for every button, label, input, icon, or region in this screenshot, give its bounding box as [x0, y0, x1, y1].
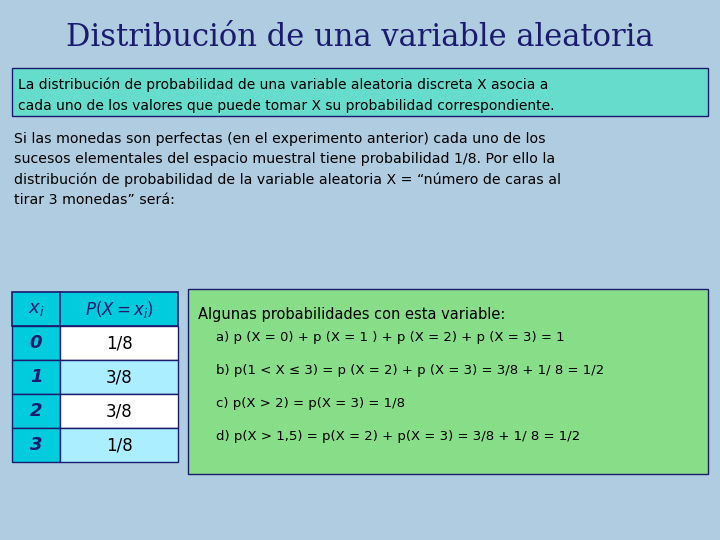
Text: a) p (X = 0) + p (X = 1 ) + p (X = 2) + p (X = 3) = 1: a) p (X = 0) + p (X = 1 ) + p (X = 2) + …	[216, 331, 564, 344]
Text: 1: 1	[30, 368, 42, 386]
Text: 1/8: 1/8	[106, 436, 132, 454]
Text: Distribución de una variable aleatoria: Distribución de una variable aleatoria	[66, 23, 654, 53]
Text: c) p(X > 2) = p(X = 3) = 1/8: c) p(X > 2) = p(X = 3) = 1/8	[216, 397, 405, 410]
FancyBboxPatch shape	[60, 326, 178, 360]
Text: $x_i$: $x_i$	[27, 300, 45, 318]
Text: Algunas probabilidades con esta variable:: Algunas probabilidades con esta variable…	[198, 307, 505, 322]
FancyBboxPatch shape	[12, 360, 60, 394]
Text: d) p(X > 1,5) = p(X = 2) + p(X = 3) = 3/8 + 1/ 8 = 1/2: d) p(X > 1,5) = p(X = 2) + p(X = 3) = 3/…	[216, 430, 580, 443]
Text: 3: 3	[30, 436, 42, 454]
Text: b) p(1 < X ≤ 3) = p (X = 2) + p (X = 3) = 3/8 + 1/ 8 = 1/2: b) p(1 < X ≤ 3) = p (X = 2) + p (X = 3) …	[216, 364, 604, 377]
FancyBboxPatch shape	[12, 428, 60, 462]
FancyBboxPatch shape	[188, 289, 708, 474]
FancyBboxPatch shape	[12, 326, 60, 360]
Text: 1/8: 1/8	[106, 334, 132, 352]
Text: Si las monedas son perfectas (en el experimento anterior) cada uno de los
suceso: Si las monedas son perfectas (en el expe…	[14, 132, 561, 207]
Text: La distribución de probabilidad de una variable aleatoria discreta X asocia a
ca: La distribución de probabilidad de una v…	[18, 78, 554, 113]
FancyBboxPatch shape	[60, 394, 178, 428]
FancyBboxPatch shape	[12, 68, 708, 116]
Text: $P(X = x_i)$: $P(X = x_i)$	[84, 299, 153, 320]
FancyBboxPatch shape	[12, 292, 178, 326]
FancyBboxPatch shape	[60, 428, 178, 462]
Text: 3/8: 3/8	[106, 402, 132, 420]
Text: 2: 2	[30, 402, 42, 420]
FancyBboxPatch shape	[60, 360, 178, 394]
Text: 0: 0	[30, 334, 42, 352]
FancyBboxPatch shape	[12, 394, 60, 428]
Text: 3/8: 3/8	[106, 368, 132, 386]
